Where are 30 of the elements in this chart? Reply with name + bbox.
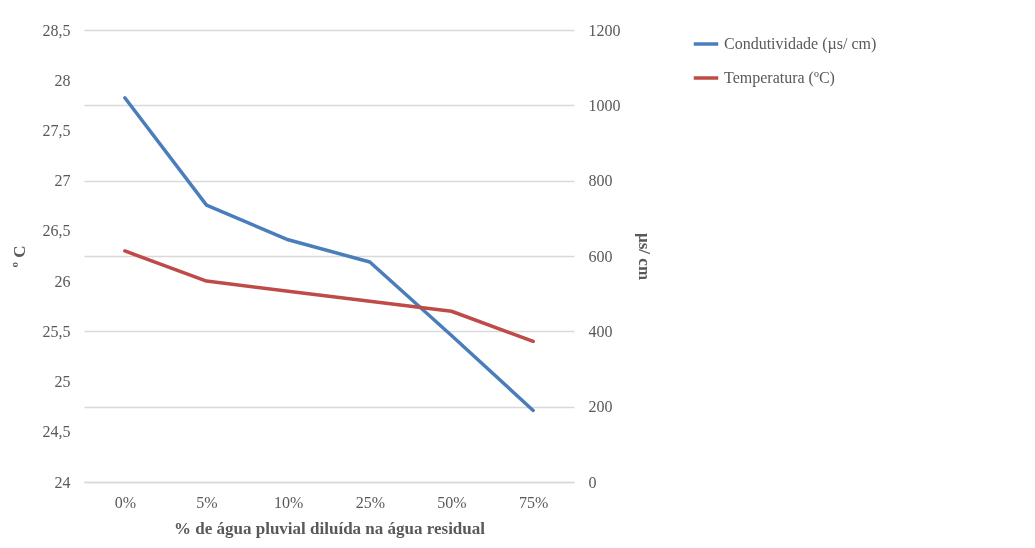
y-tick-label: 24 <box>54 473 71 491</box>
x-tick-label: 75% <box>519 493 549 511</box>
x-tick-label: 25% <box>355 493 385 511</box>
y2-tick-label: 400 <box>588 322 613 340</box>
y-tick-label: 25,5 <box>42 322 71 340</box>
x-tick-label: 10% <box>274 493 304 511</box>
y2-tick-label: 600 <box>588 247 613 265</box>
y2-tick-label: 0 <box>588 473 597 491</box>
y2-tick-label: 800 <box>588 172 613 190</box>
y-tick-label: 28 <box>54 71 71 89</box>
x-tick-label: 0% <box>114 493 136 511</box>
y-tick-label: 27,5 <box>42 121 71 139</box>
legend-label: Condutividade (µs/ cm) <box>724 35 877 53</box>
x-tick-label: 50% <box>437 493 467 511</box>
y2-tick-label: 1000 <box>588 96 621 114</box>
y-tick-label: 26 <box>54 272 71 290</box>
x-tick-label: 5% <box>196 493 218 511</box>
legend-label: Temperatura (ºC) <box>724 69 835 87</box>
y-tick-label: 27 <box>54 172 71 190</box>
y-tick-label: 26,5 <box>42 222 71 240</box>
y2-tick-label: 1200 <box>588 21 621 39</box>
y-tick-label: 24,5 <box>42 423 71 441</box>
y2-axis-title: µs/ cm <box>634 232 654 281</box>
y-tick-label: 28,5 <box>42 21 71 39</box>
line-series <box>123 249 535 344</box>
y2-tick-label: 200 <box>588 398 613 416</box>
y-tick-label: 25 <box>54 373 71 391</box>
line-series <box>123 96 535 413</box>
x-axis-title: % de água pluvial diluída na água residual <box>174 518 486 538</box>
y-axis-title: º C <box>9 245 29 268</box>
